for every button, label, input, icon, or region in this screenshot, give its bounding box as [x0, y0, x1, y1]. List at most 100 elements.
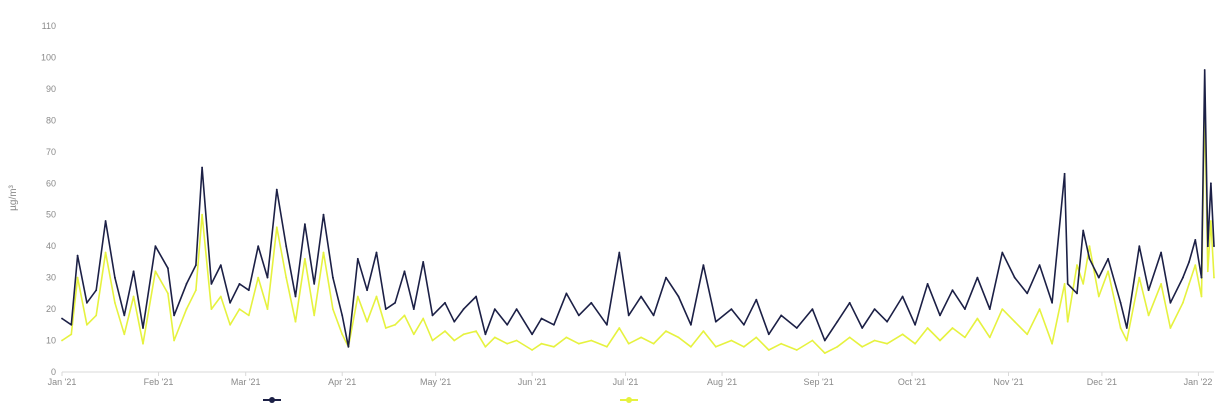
- data-point-pm25[interactable]: [229, 323, 232, 326]
- data-point-pm10[interactable]: [95, 289, 98, 292]
- data-point-pm25[interactable]: [730, 339, 733, 342]
- data-point-pm25[interactable]: [412, 333, 415, 336]
- data-point-pm25[interactable]: [1200, 295, 1203, 298]
- legend[interactable]: [263, 397, 638, 403]
- data-point-pm10[interactable]: [811, 308, 814, 310]
- data-point-pm25[interactable]: [70, 333, 73, 336]
- data-point-pm10[interactable]: [294, 295, 297, 298]
- data-point-pm10[interactable]: [61, 317, 63, 320]
- data-point-pm10[interactable]: [914, 323, 916, 326]
- data-point-pm10[interactable]: [976, 276, 979, 279]
- data-point-pm10[interactable]: [304, 223, 306, 226]
- data-point-pm10[interactable]: [444, 301, 446, 304]
- data-point-pm10[interactable]: [142, 327, 144, 329]
- data-point-pm10[interactable]: [1169, 301, 1172, 304]
- data-point-pm25[interactable]: [506, 342, 509, 345]
- data-point-pm25[interactable]: [665, 330, 667, 332]
- data-point-pm10[interactable]: [553, 323, 555, 326]
- data-point-pm10[interactable]: [1203, 69, 1206, 71]
- data-point-pm10[interactable]: [677, 295, 680, 298]
- data-point-pm10[interactable]: [154, 245, 157, 248]
- data-point-pm25[interactable]: [247, 314, 250, 317]
- data-point-pm10[interactable]: [210, 283, 213, 285]
- data-point-pm10[interactable]: [167, 267, 169, 270]
- data-point-pm25[interactable]: [403, 314, 406, 317]
- data-point-pm10[interactable]: [384, 308, 387, 310]
- data-point-pm25[interactable]: [431, 339, 434, 342]
- data-point-pm10[interactable]: [1088, 257, 1091, 260]
- data-point-pm25[interactable]: [1213, 276, 1215, 279]
- data-point-pm25[interactable]: [577, 342, 580, 345]
- data-point-pm25[interactable]: [341, 333, 344, 336]
- data-point-pm25[interactable]: [257, 276, 260, 279]
- data-point-pm10[interactable]: [475, 295, 477, 298]
- data-point-pm25[interactable]: [836, 345, 839, 348]
- data-point-pm10[interactable]: [453, 320, 456, 323]
- data-point-pm25[interactable]: [375, 295, 378, 298]
- data-point-pm25[interactable]: [540, 342, 543, 345]
- data-point-pm25[interactable]: [914, 342, 916, 345]
- data-point-pm10[interactable]: [238, 283, 241, 285]
- data-point-pm10[interactable]: [257, 245, 260, 248]
- data-point-pm25[interactable]: [1210, 220, 1212, 222]
- data-point-pm10[interactable]: [1206, 245, 1209, 248]
- data-point-pm25[interactable]: [1107, 270, 1109, 273]
- data-point-pm10[interactable]: [886, 320, 888, 323]
- data-point-pm10[interactable]: [173, 314, 176, 317]
- data-point-pm10[interactable]: [431, 314, 434, 317]
- data-point-pm10[interactable]: [618, 251, 621, 254]
- data-point-pm25[interactable]: [755, 336, 758, 339]
- data-point-pm25[interactable]: [185, 308, 188, 310]
- data-point-pm10[interactable]: [341, 314, 344, 317]
- data-point-pm10[interactable]: [836, 320, 839, 323]
- data-point-pm10[interactable]: [285, 245, 288, 248]
- data-point-pm25[interactable]: [1063, 283, 1066, 285]
- data-point-pm25[interactable]: [114, 301, 116, 304]
- legend-item-pm25[interactable]: [620, 397, 638, 403]
- data-point-pm10[interactable]: [743, 323, 745, 326]
- data-point-pm25[interactable]: [304, 257, 306, 260]
- data-point-pm25[interactable]: [1194, 264, 1197, 266]
- data-point-pm25[interactable]: [811, 339, 814, 342]
- data-point-pm25[interactable]: [493, 336, 496, 339]
- data-point-pm25[interactable]: [123, 333, 126, 336]
- data-point-pm10[interactable]: [493, 308, 496, 310]
- data-point-pm10[interactable]: [1188, 261, 1190, 263]
- data-point-pm10[interactable]: [515, 308, 518, 310]
- data-point-pm10[interactable]: [1182, 276, 1184, 279]
- series-line-pm10[interactable]: [61, 69, 1215, 348]
- data-point-pm25[interactable]: [285, 276, 288, 279]
- data-point-pm25[interactable]: [313, 314, 316, 317]
- data-point-pm25[interactable]: [366, 320, 368, 323]
- data-point-pm10[interactable]: [861, 327, 864, 329]
- data-point-pm10[interactable]: [313, 283, 316, 285]
- data-point-pm25[interactable]: [201, 213, 204, 216]
- data-point-pm25[interactable]: [384, 327, 387, 329]
- data-point-pm10[interactable]: [114, 276, 116, 279]
- data-point-pm10[interactable]: [627, 314, 630, 317]
- data-point-pm10[interactable]: [275, 188, 278, 191]
- data-point-pm10[interactable]: [1119, 301, 1122, 304]
- data-point-pm10[interactable]: [1013, 276, 1016, 279]
- data-point-pm25[interactable]: [1082, 283, 1085, 285]
- data-point-pm25[interactable]: [640, 336, 642, 339]
- data-point-pm25[interactable]: [167, 292, 169, 295]
- data-point-pm10[interactable]: [565, 292, 568, 295]
- data-point-pm10[interactable]: [1026, 292, 1029, 295]
- data-point-pm25[interactable]: [475, 330, 477, 332]
- data-point-pm25[interactable]: [873, 339, 876, 342]
- data-point-pm25[interactable]: [210, 308, 213, 310]
- data-point-pm10[interactable]: [780, 314, 783, 317]
- data-point-pm25[interactable]: [565, 336, 568, 339]
- data-point-pm10[interactable]: [1038, 264, 1041, 266]
- data-point-pm10[interactable]: [1097, 276, 1100, 279]
- data-point-pm25[interactable]: [1160, 283, 1162, 285]
- data-point-pm10[interactable]: [1200, 276, 1203, 279]
- data-point-pm10[interactable]: [714, 320, 717, 323]
- data-point-pm10[interactable]: [1051, 301, 1053, 304]
- data-point-pm25[interactable]: [677, 336, 680, 339]
- data-point-pm10[interactable]: [332, 276, 334, 279]
- data-point-pm25[interactable]: [238, 308, 241, 310]
- data-point-pm10[interactable]: [1210, 182, 1212, 185]
- data-point-pm25[interactable]: [453, 339, 456, 342]
